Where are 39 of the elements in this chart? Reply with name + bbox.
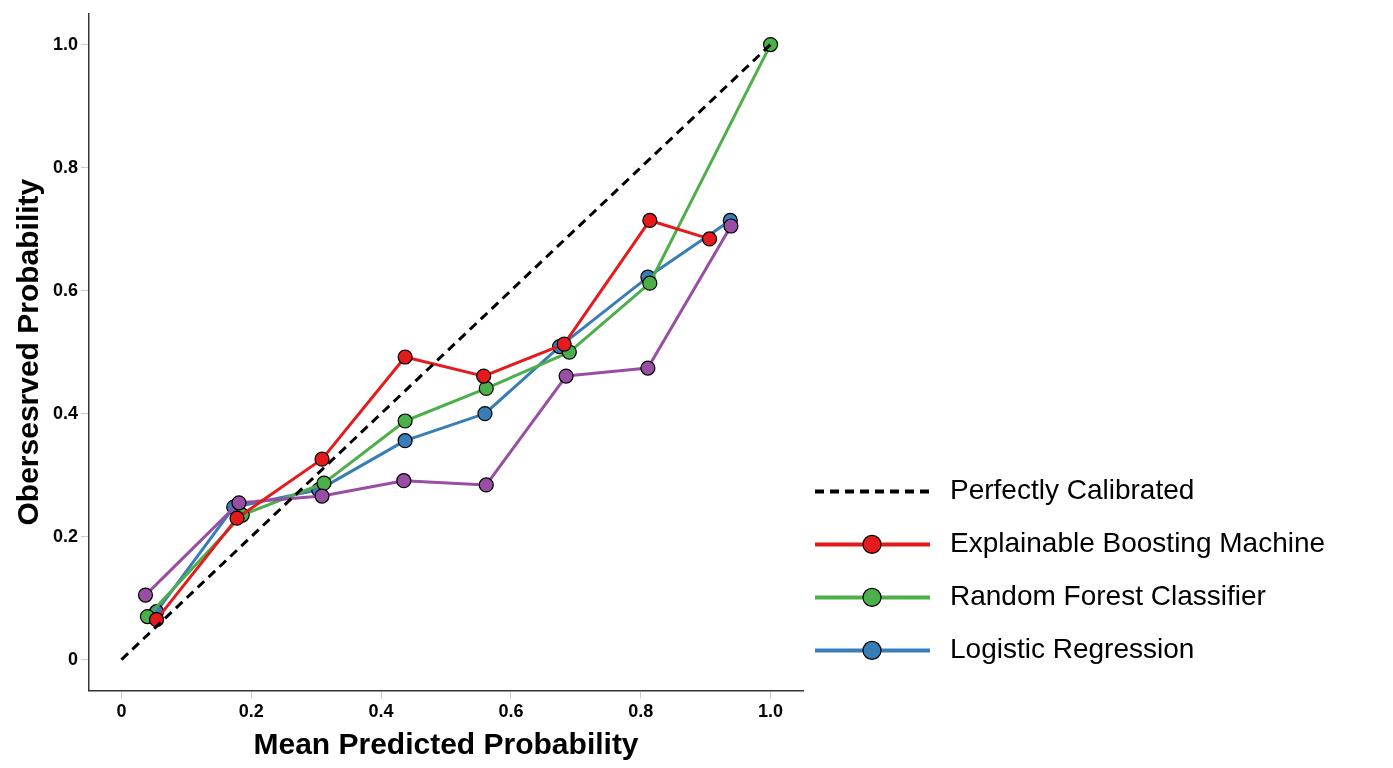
point: [397, 413, 413, 429]
point: [642, 275, 658, 291]
point: [477, 406, 493, 422]
point: [640, 360, 656, 376]
x-tick-label: 0.6: [498, 701, 524, 722]
y-tick-label: 0.2: [52, 525, 79, 546]
point: [316, 475, 332, 491]
point: [229, 510, 245, 526]
x-tick-label: 1.0: [758, 701, 784, 722]
x-tick-label: 0.8: [628, 701, 654, 722]
legend-label: Logistic Regression: [950, 633, 1195, 665]
point: [478, 380, 494, 396]
point: [137, 587, 154, 603]
point: [396, 473, 412, 489]
point: [558, 368, 574, 384]
point: [397, 349, 413, 365]
y-axis-title: Obersesrved Probability: [11, 178, 45, 526]
x-tick-label: 0.2: [238, 701, 264, 722]
point: [476, 368, 492, 384]
x-tick-label: 0.4: [368, 701, 394, 722]
legend-label: Explainable Boosting Machine: [950, 527, 1326, 559]
y-tick-label: 1.0: [52, 33, 79, 54]
point: [556, 336, 572, 352]
point: [314, 451, 330, 467]
point: [701, 231, 718, 247]
x-tick-label: 0: [116, 701, 127, 722]
point: [314, 488, 330, 504]
point: [723, 218, 739, 234]
point: [231, 495, 247, 511]
point: [478, 477, 494, 493]
point: [397, 433, 413, 449]
legend-label: Perfectly Calibrated: [950, 474, 1195, 506]
legend-label: Random Forest Classifier: [950, 580, 1266, 612]
y-tick-label: 0.6: [52, 279, 79, 300]
y-tick-label: 0.4: [52, 402, 79, 423]
y-tick-label: 0: [68, 648, 79, 669]
y-tick-label: 0.8: [52, 156, 79, 177]
x-axis-title: Mean Predicted Probability: [253, 727, 639, 761]
point: [642, 212, 658, 229]
